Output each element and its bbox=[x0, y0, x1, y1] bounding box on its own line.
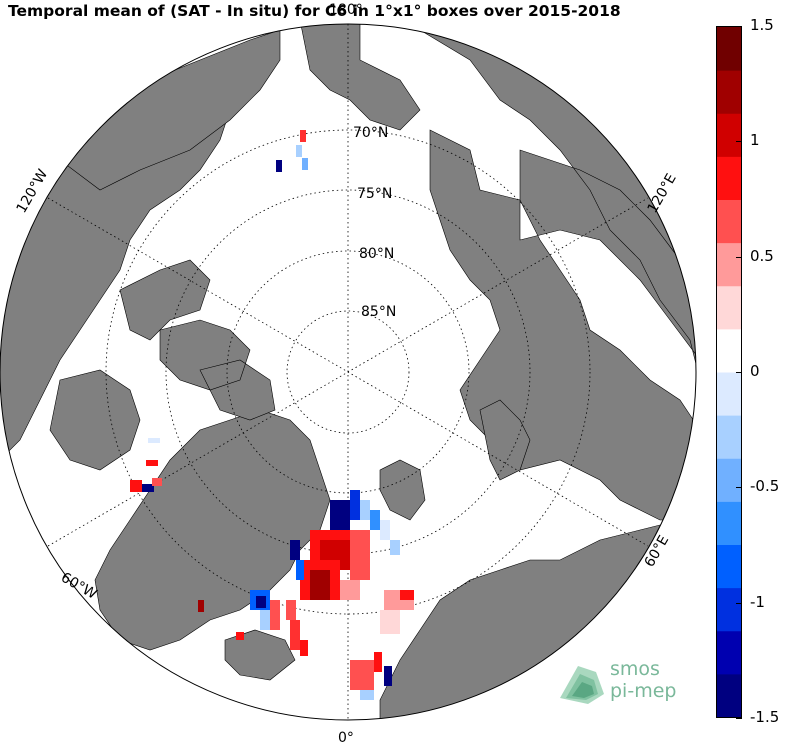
lat-label-75: 75°N bbox=[357, 186, 392, 202]
land-novaya-zemlya bbox=[479, 399, 531, 481]
data-cell bbox=[286, 600, 296, 620]
colorbar-segment bbox=[717, 458, 741, 502]
land-iceland bbox=[224, 629, 296, 681]
colorbar-segment bbox=[717, 199, 741, 244]
parallel-75 bbox=[165, 189, 531, 555]
colorbar-tick-mark bbox=[736, 256, 742, 258]
data-cell bbox=[260, 610, 270, 630]
data-cell bbox=[296, 560, 304, 580]
data-cell bbox=[374, 652, 382, 672]
logo-text-line2: pi-mep bbox=[610, 680, 677, 702]
land-chukotka bbox=[299, 24, 421, 131]
lon-label-bottom: 0° bbox=[338, 730, 354, 746]
data-cell bbox=[400, 590, 414, 600]
colorbar-tick-mark bbox=[736, 26, 742, 27]
data-cell bbox=[302, 158, 308, 170]
colorbar-segment bbox=[717, 415, 741, 459]
colorbar-segment bbox=[717, 156, 741, 200]
colorbar-segment bbox=[717, 27, 741, 71]
data-cell bbox=[152, 478, 162, 486]
colorbar-tick-label: -0.5 bbox=[750, 477, 780, 496]
colorbar-segment bbox=[717, 673, 741, 717]
data-cell bbox=[330, 500, 350, 530]
data-cell bbox=[296, 145, 302, 157]
parallel-85 bbox=[286, 310, 410, 434]
data-cell bbox=[236, 632, 244, 640]
colorbar-tick-mark bbox=[736, 372, 742, 373]
colorbar-segment bbox=[717, 587, 741, 632]
colorbar-tick-label: -1 bbox=[750, 592, 765, 611]
colorbar-tick-label: 1.5 bbox=[750, 16, 774, 34]
data-cell bbox=[380, 520, 390, 540]
colorbar-segment bbox=[717, 328, 741, 373]
land-canada bbox=[0, 99, 276, 471]
data-cell bbox=[198, 600, 204, 612]
parallel-70 bbox=[105, 129, 591, 615]
data-cell bbox=[146, 460, 158, 466]
colorbar-tick-mark bbox=[736, 718, 742, 719]
meridian-120 bbox=[47, 197, 649, 547]
lon-label-top: 180° bbox=[329, 2, 363, 18]
map-boundary bbox=[0, 23, 697, 721]
data-cell bbox=[130, 480, 142, 492]
data-cell bbox=[276, 160, 282, 172]
colorbar-tick-mark bbox=[736, 487, 742, 489]
colorbar-tick-label: 0.5 bbox=[750, 246, 774, 265]
colorbar-segment bbox=[717, 285, 741, 330]
lat-label-85: 85°N bbox=[361, 304, 396, 320]
colorbar-segment bbox=[717, 544, 741, 589]
land-svalbard bbox=[379, 459, 426, 521]
data-cell bbox=[290, 540, 300, 560]
data-cell bbox=[300, 640, 308, 656]
polar-map: 70°N 75°N 80°N 85°N 180° 0° 120°W 60°W 1… bbox=[0, 2, 697, 746]
data-cell bbox=[256, 596, 266, 608]
graticule bbox=[47, 24, 649, 720]
colorbar-segment bbox=[717, 242, 741, 287]
data-cell bbox=[270, 600, 280, 630]
colorbar-tick-label: 0 bbox=[750, 362, 760, 380]
colorbar-tick-label: -1.5 bbox=[750, 708, 780, 726]
data-cell bbox=[310, 570, 330, 600]
lat-label-80: 80°N bbox=[359, 246, 394, 262]
data-cell bbox=[360, 690, 374, 700]
lat-label-70: 70°N bbox=[353, 125, 388, 141]
colorbar-tick-label: 1 bbox=[750, 131, 760, 150]
data-cell bbox=[384, 666, 392, 686]
colorbar-segment bbox=[717, 372, 741, 416]
data-cell bbox=[350, 660, 374, 690]
data-cell bbox=[350, 490, 360, 520]
logo-text-line1: smos bbox=[610, 658, 660, 680]
colorbar-segment bbox=[717, 501, 741, 545]
colorbar-segment bbox=[717, 70, 741, 114]
colorbar bbox=[716, 26, 742, 718]
lon-label-upper-right: 120°E bbox=[645, 171, 680, 216]
data-cell bbox=[300, 130, 306, 142]
colorbar-segment bbox=[717, 113, 741, 157]
data-cells bbox=[130, 130, 414, 700]
data-cell bbox=[370, 510, 380, 530]
data-cell bbox=[380, 610, 400, 634]
smos-pimep-logo-icon bbox=[560, 666, 604, 704]
colorbar-tick-mark bbox=[736, 602, 742, 604]
data-cell bbox=[350, 530, 370, 580]
data-cell bbox=[142, 484, 154, 492]
data-cell bbox=[360, 500, 370, 520]
colorbar-gradient bbox=[717, 27, 741, 717]
data-cell bbox=[340, 580, 360, 600]
data-cell bbox=[148, 438, 160, 443]
chart-title: Temporal mean of (SAT - In situ) for C6 … bbox=[8, 2, 621, 20]
colorbar-tick-mark bbox=[736, 141, 742, 143]
data-cell bbox=[390, 540, 400, 555]
data-cell bbox=[290, 620, 300, 650]
colorbar-segment bbox=[717, 630, 741, 675]
